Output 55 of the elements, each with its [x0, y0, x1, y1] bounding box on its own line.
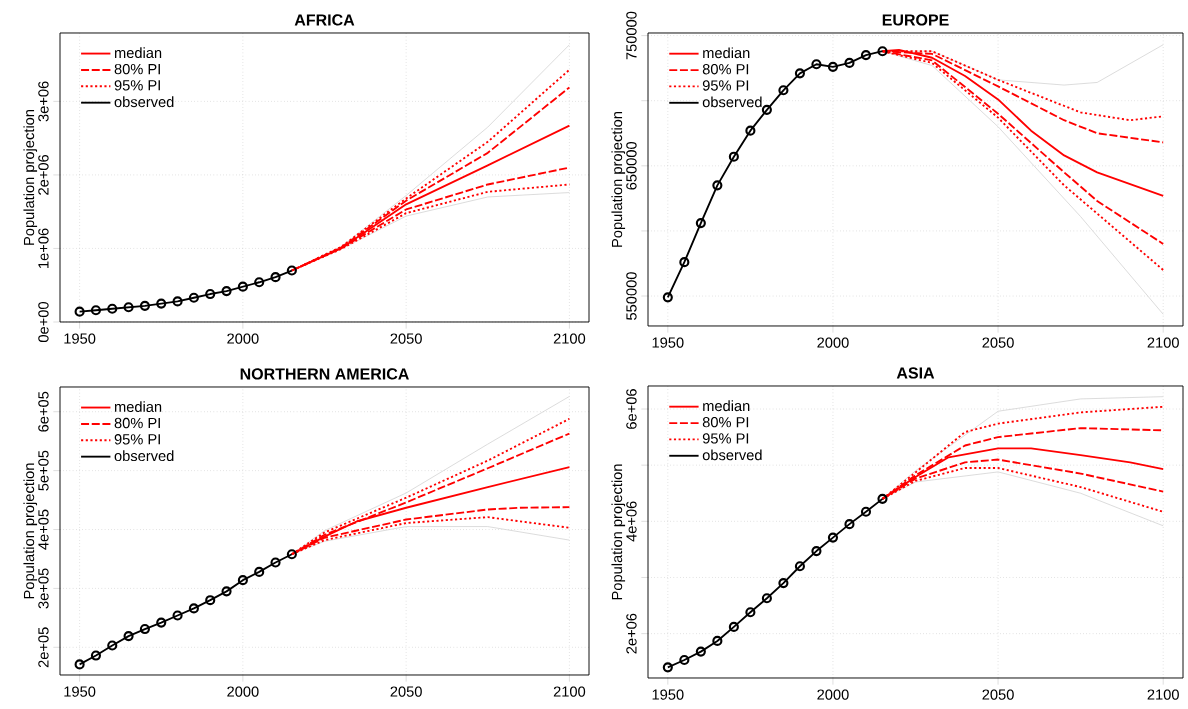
y-tick-label: 650000 — [626, 141, 637, 190]
x-tick-label: 2100 — [553, 333, 586, 344]
chart-title: NORTHERN AMERICA — [240, 368, 409, 380]
legend-label: 80% PI — [702, 64, 749, 75]
legend-label: median — [703, 400, 750, 412]
legend-label: observed — [702, 449, 762, 461]
x-tick-label: 2100 — [1147, 689, 1179, 700]
legend-label: median — [703, 47, 750, 59]
legend-label: observed — [114, 96, 174, 108]
chart-title: EUROPE — [882, 14, 949, 26]
legend-label: 95% PI — [114, 80, 160, 91]
legend-label: observed — [702, 96, 762, 108]
legend-label: 80% PI — [702, 417, 749, 428]
y-tick-label: 5e+05 — [38, 450, 49, 491]
x-tick-label: 1950 — [652, 689, 684, 700]
legend-label: 80% PI — [114, 63, 160, 75]
y-tick-label: 6e+06 — [626, 389, 637, 429]
x-tick-label: 2050 — [390, 686, 422, 697]
x-tick-label: 2000 — [817, 689, 849, 700]
x-tick-label: 2100 — [1147, 337, 1179, 348]
x-tick-label: 1950 — [64, 686, 96, 697]
y-tick-label: 2e+06 — [626, 613, 637, 654]
x-tick-label: 2000 — [227, 333, 259, 344]
legend-label: 95% PI — [114, 434, 160, 445]
legend-label: median — [115, 47, 162, 59]
x-tick-label: 2000 — [227, 686, 259, 697]
y-tick-label: 2e+05 — [38, 627, 49, 668]
chart-title: AFRICA — [294, 14, 355, 26]
y-axis-title: Population projection — [611, 112, 626, 247]
y-tick-label: 4e+06 — [626, 501, 637, 542]
y-tick-label: 4e+05 — [38, 509, 49, 550]
legend-label: observed — [114, 450, 174, 462]
y-tick-label: 750000 — [626, 11, 637, 60]
y-tick-label: 2e+06 — [38, 154, 49, 195]
y-tick-label: 3e+05 — [38, 568, 49, 609]
legend-label: 80% PI — [114, 417, 160, 429]
legend-label: 95% PI — [702, 433, 749, 444]
y-tick-label: 1e+06 — [38, 228, 49, 268]
chart-title: ASIA — [896, 367, 935, 379]
y-tick-label: 6e+05 — [38, 391, 49, 432]
x-tick-label: 1950 — [64, 333, 96, 344]
x-tick-label: 2100 — [553, 686, 586, 697]
x-tick-label: 2050 — [390, 333, 422, 344]
legend-label: 95% PI — [702, 80, 749, 91]
legend-label: median — [115, 401, 162, 412]
y-axis-title: Population projection — [23, 110, 38, 245]
y-tick-label: 550000 — [626, 272, 637, 320]
y-tick-label: 3e+06 — [38, 81, 49, 122]
y-axis-title: Population projection — [611, 464, 626, 600]
x-tick-label: 2050 — [982, 337, 1014, 348]
y-axis-title: Population projection — [23, 463, 38, 599]
x-tick-label: 1950 — [652, 337, 684, 348]
x-tick-label: 2050 — [982, 689, 1014, 700]
x-tick-label: 2000 — [817, 337, 849, 348]
y-tick-label: 0e+00 — [38, 301, 49, 343]
